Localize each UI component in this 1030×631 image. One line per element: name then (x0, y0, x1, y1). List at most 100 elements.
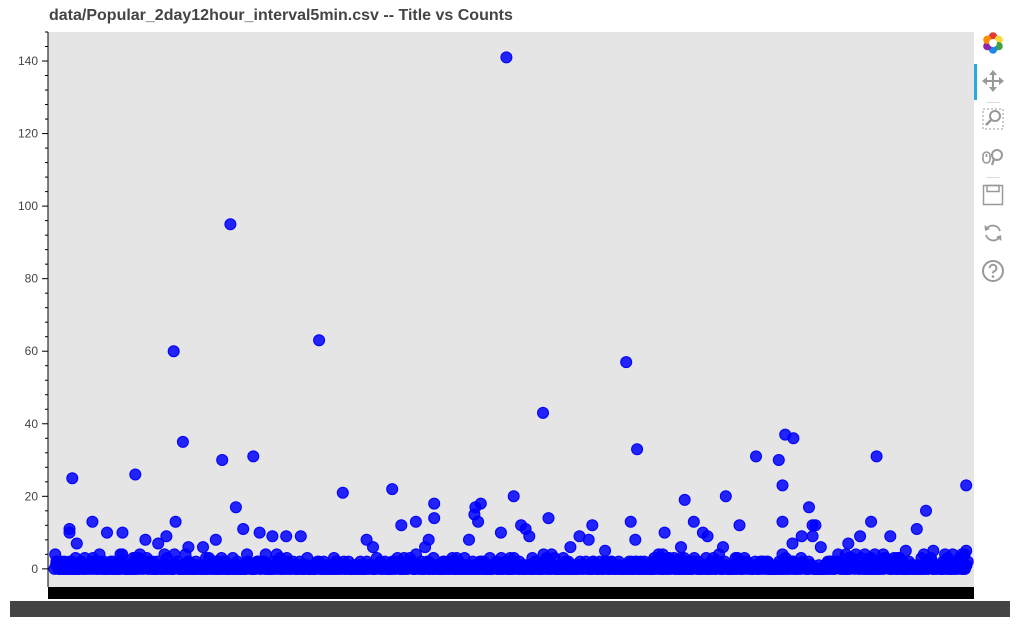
y-axis: 0 20 40 60 80 100 120 140 (18, 31, 49, 587)
data-point (631, 443, 644, 456)
data-point (620, 356, 633, 369)
plot-background (48, 32, 974, 587)
data-point (865, 515, 878, 528)
data-point (717, 541, 729, 554)
data-point (870, 450, 883, 463)
data-point (313, 334, 326, 347)
data-point (419, 541, 432, 554)
data-point (884, 530, 897, 543)
data-point (776, 515, 789, 528)
data-point (803, 501, 815, 514)
data-point (910, 523, 923, 535)
data-point (70, 537, 83, 550)
save-icon[interactable] (980, 182, 1006, 208)
x-axis-band (48, 587, 974, 599)
data-point (586, 519, 599, 532)
data-point (927, 544, 940, 557)
data-point (960, 544, 973, 557)
data-point (167, 345, 180, 358)
data-point (719, 490, 732, 503)
data-point (787, 432, 800, 445)
data-point (224, 218, 237, 231)
data-point (229, 501, 242, 514)
toolbar (974, 30, 1014, 290)
data-point (523, 530, 536, 543)
data-point (701, 530, 714, 543)
data-point (280, 530, 293, 543)
data-point (624, 515, 637, 528)
data-point (814, 541, 827, 554)
data-point (537, 406, 549, 419)
data-point (247, 450, 260, 463)
data-point (386, 483, 399, 496)
data-point (599, 544, 612, 557)
data-point (507, 490, 520, 503)
data-point (152, 537, 165, 550)
y-tick-label: 20 (25, 489, 39, 503)
data-point (472, 515, 485, 528)
data-point (960, 479, 973, 492)
data-point (395, 519, 408, 532)
chart-title: data/Popular_2day12hour_interval5min.csv… (49, 7, 513, 24)
data-point (733, 519, 746, 532)
data-point (899, 544, 912, 557)
data-point (687, 515, 700, 528)
y-tick-label: 80 (25, 272, 39, 286)
data-point (116, 526, 129, 539)
toolbar-separator (986, 102, 1000, 103)
points-layer (48, 51, 974, 575)
data-point (209, 533, 222, 546)
data-point (474, 497, 487, 510)
data-point (809, 519, 822, 532)
toolbar-separator (986, 177, 1000, 178)
data-point (582, 533, 595, 546)
data-point (63, 523, 76, 535)
data-point (294, 530, 307, 543)
y-tick-label: 100 (18, 199, 38, 213)
data-point (564, 541, 577, 554)
data-point (139, 533, 152, 546)
data-point (675, 541, 687, 554)
data-point (367, 541, 379, 554)
data-point (772, 454, 785, 466)
y-tick-label: 120 (18, 127, 38, 141)
data-point (786, 537, 799, 550)
data-point (237, 523, 250, 535)
data-point (500, 51, 513, 64)
data-point (629, 533, 642, 546)
data-point (795, 530, 808, 543)
data-point (776, 479, 789, 492)
data-point (678, 493, 691, 506)
data-point (658, 526, 671, 539)
data-point (463, 533, 475, 546)
wheel-zoom-icon[interactable] (980, 144, 1006, 170)
data-point (494, 526, 507, 539)
y-tick-label: 0 (31, 562, 38, 576)
data-point (920, 504, 932, 517)
pan-icon[interactable] (980, 68, 1006, 94)
data-point (409, 515, 422, 528)
help-icon[interactable] (980, 258, 1006, 284)
data-point (266, 530, 279, 543)
data-point (961, 555, 974, 568)
data-point (216, 454, 229, 466)
data-point (750, 450, 762, 463)
data-point (428, 497, 441, 510)
bokeh-logo-icon[interactable] (980, 30, 1006, 56)
data-point (101, 526, 113, 539)
data-point (66, 472, 79, 485)
horizontal-scrollbar[interactable] (10, 601, 1010, 617)
data-point (197, 541, 209, 554)
data-point (854, 530, 867, 543)
data-point (428, 512, 441, 525)
y-tick-label: 60 (25, 344, 39, 358)
data-point (336, 486, 349, 499)
active-tool-indicator (974, 64, 977, 100)
data-point (259, 548, 272, 561)
box-zoom-icon[interactable] (980, 106, 1006, 132)
data-point (176, 435, 189, 448)
data-point (169, 515, 182, 528)
y-tick-label: 40 (25, 417, 39, 431)
reset-icon[interactable] (980, 220, 1006, 246)
